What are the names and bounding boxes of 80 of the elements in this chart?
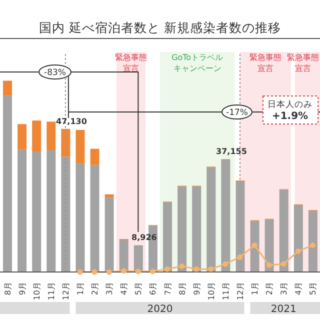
bar xyxy=(294,204,303,272)
x-tick-label: 9月 xyxy=(18,282,27,296)
bar xyxy=(3,96,12,272)
point xyxy=(237,254,243,260)
bar xyxy=(221,160,230,272)
point xyxy=(120,268,126,274)
annotation: 8,926 xyxy=(132,232,158,242)
x-tick-label: 2月 xyxy=(265,282,274,296)
bar xyxy=(32,120,42,152)
annotation: 日本人のみ xyxy=(268,99,312,110)
x-tick-label: 10月 xyxy=(206,282,216,300)
bar xyxy=(46,122,56,150)
point xyxy=(208,266,214,272)
bar xyxy=(264,219,274,272)
band-label: 緊急事態宣言 xyxy=(249,53,282,73)
x-tick-label: 3月 xyxy=(280,282,289,296)
x-tick-label: 4月 xyxy=(294,282,304,296)
bar xyxy=(3,80,12,96)
bar xyxy=(163,202,172,272)
point xyxy=(92,269,98,275)
x-tick-label: 5月 xyxy=(134,282,144,296)
x-tick-label: 4月 xyxy=(120,282,129,296)
x-tick-label: 12月 xyxy=(61,282,70,300)
annotation: -17% xyxy=(226,108,248,118)
bar xyxy=(61,128,70,157)
x-tick-label: 8月 xyxy=(3,282,12,296)
point xyxy=(266,262,272,268)
bar xyxy=(18,124,27,150)
bar xyxy=(134,245,143,272)
band-label: 緊急事態宣言 xyxy=(287,53,319,73)
x-tick-label: 8月 xyxy=(178,282,187,296)
bar xyxy=(192,186,202,272)
bar xyxy=(90,148,100,165)
x-tick-label: 2月 xyxy=(90,282,100,296)
x-tick-label: 9月 xyxy=(192,282,202,296)
bar xyxy=(76,163,85,272)
bar xyxy=(46,150,56,272)
bar xyxy=(206,167,216,272)
x-tick-label: 7月 xyxy=(163,282,172,296)
bar xyxy=(76,130,85,164)
text: 2021 xyxy=(270,304,296,315)
x-tick-label: 6月 xyxy=(148,282,158,296)
chart-title: 国内 延べ宿泊者数と 新規感染者数の推移 xyxy=(38,20,282,37)
point xyxy=(280,261,286,267)
bar xyxy=(90,164,100,272)
annotation: +1.9% xyxy=(272,111,308,122)
point xyxy=(150,268,156,274)
text: 2020 xyxy=(147,304,173,315)
text: -83% xyxy=(44,68,66,78)
bar xyxy=(119,240,128,272)
x-tick-label: 11月 xyxy=(46,282,56,300)
band-label: GoToトラベルキャンペーン xyxy=(172,53,224,73)
point xyxy=(179,263,185,269)
x-tick-label: 5月 xyxy=(308,282,318,296)
bar xyxy=(104,194,114,198)
point xyxy=(135,268,141,274)
band-label: 緊急事態宣言 xyxy=(114,53,147,73)
x-tick-label: 1月 xyxy=(76,282,85,296)
bar xyxy=(32,151,42,272)
point xyxy=(106,269,112,275)
point xyxy=(164,266,170,272)
bar xyxy=(104,198,114,272)
point xyxy=(222,261,228,267)
point xyxy=(295,248,301,254)
x-tick-label: 3月 xyxy=(105,282,114,296)
point xyxy=(252,242,258,248)
x-tick-label: 12月 xyxy=(236,282,245,300)
x-tick-label: 10月 xyxy=(32,282,42,300)
bar xyxy=(18,149,27,272)
point xyxy=(194,266,200,272)
x-tick-label: 1月 xyxy=(250,282,260,296)
annotation: 37,155 xyxy=(216,147,248,156)
point xyxy=(77,269,83,275)
point xyxy=(310,242,316,248)
bar xyxy=(308,210,318,272)
x-tick-label: 11月 xyxy=(221,282,230,300)
bar xyxy=(178,186,187,272)
annotation: 47,130 xyxy=(56,116,88,126)
bar xyxy=(250,220,260,272)
bar xyxy=(279,190,288,272)
